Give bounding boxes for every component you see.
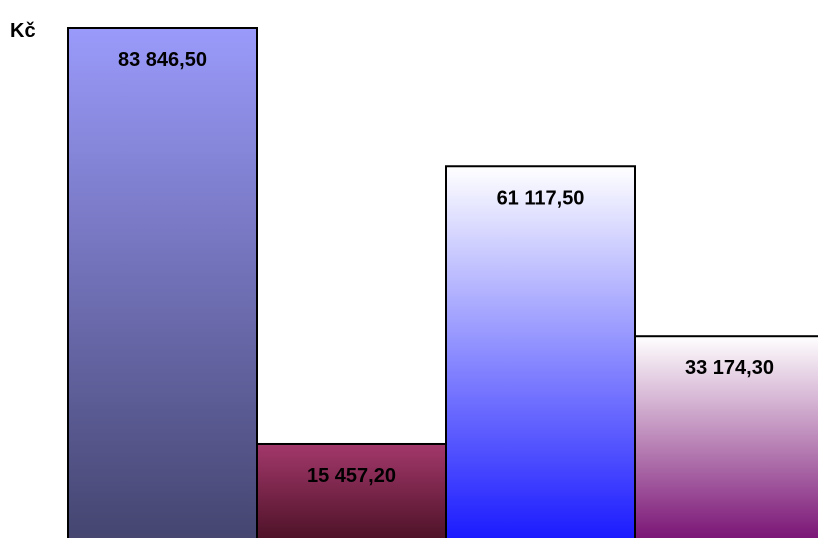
y-axis-unit-label: Kč [10,20,36,42]
bar-2 [256,442,447,538]
bar-value-label-2: 15 457,20 [307,465,396,487]
bars-group: 83 846,50 15 457,20 61 117,50 33 174,30 [67,27,818,538]
bar-1 [67,27,258,538]
bar-4 [634,335,818,538]
bar-3 [445,165,636,538]
bar-value-label-3: 61 117,50 [497,187,585,209]
bar-value-label-1: 83 846,50 [118,49,207,71]
bar-value-label-4: 33 174,30 [685,357,774,379]
